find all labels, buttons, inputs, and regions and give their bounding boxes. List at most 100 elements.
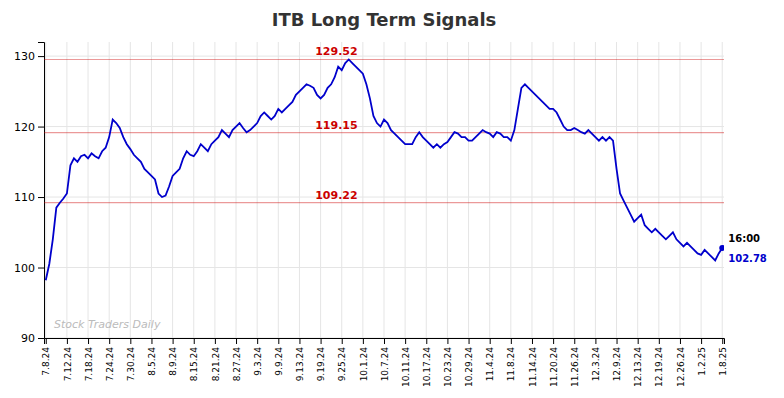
y-tick: 120 [14,121,44,134]
x-tick: 8.15.24 [189,338,199,381]
grid-line-x [722,42,723,338]
x-tick: 8.27.24 [232,338,242,381]
x-tick-mark [278,338,279,344]
x-tick-label: 7.8.24 [41,347,51,376]
x-tick-mark [46,338,47,344]
x-tick-mark [215,338,216,344]
x-tick-label: 9.19.24 [316,347,326,382]
x-tick: 12.13.24 [633,338,643,387]
x-tick-label: 1.8.25 [718,347,728,376]
x-tick-mark [511,338,512,344]
x-tick: 10.7.24 [380,338,390,381]
reference-label: 129.52 [315,45,357,58]
grid-line-x [172,42,173,338]
x-tick: 8.21.24 [211,338,221,381]
x-tick: 11.4.24 [485,338,495,381]
x-tick: 7.12.24 [63,338,73,381]
x-tick-mark [384,338,385,344]
y-tick-mark [38,56,44,57]
x-tick-mark [299,338,300,344]
x-tick: 10.17.24 [422,338,432,387]
x-tick-label: 10.23.24 [443,347,453,387]
x-tick-label: 11.4.24 [485,347,495,382]
grid-line-x [701,42,702,338]
x-tick-label: 12.13.24 [633,347,643,387]
x-tick-label: 11.8.24 [506,347,516,382]
x-tick: 9.13.24 [295,338,305,381]
x-tick-label: 8.21.24 [211,347,221,382]
y-tick-mark [38,197,44,198]
x-tick: 11.26.24 [570,338,580,387]
x-tick-mark [363,338,364,344]
x-tick: 7.8.24 [41,338,51,376]
x-tick: 12.9.24 [612,338,622,381]
x-tick-label: 12.3.24 [591,347,601,382]
annotation: 16:00 [728,233,760,244]
x-tick-mark [321,338,322,344]
y-axis-line [38,43,45,339]
y-tick-label: 110 [14,191,35,204]
x-axis-line [45,339,725,345]
x-tick-mark [151,338,152,344]
grid-line-x [553,42,554,338]
x-tick-label: 11.26.24 [570,347,580,387]
x-tick: 7.30.24 [126,338,136,381]
reference-label: 109.22 [315,189,357,202]
grid-line-x [468,42,469,338]
grid-line-x [679,42,680,338]
grid-line-x [405,42,406,338]
x-tick: 7.18.24 [84,338,94,381]
x-tick-mark [701,338,702,344]
x-tick-mark [426,338,427,344]
reference-line [44,59,724,60]
x-tick-label: 11.20.24 [549,347,559,387]
y-tick-mark [38,338,44,339]
y-tick: 100 [14,262,44,275]
x-tick-mark [722,338,723,344]
x-tick-mark [67,338,68,344]
x-tick-label: 11.14.24 [528,347,538,387]
x-tick-label: 10.17.24 [422,347,432,387]
x-tick: 12.3.24 [591,338,601,381]
x-tick-mark [574,338,575,344]
x-tick-label: 8.15.24 [189,347,199,382]
x-axis: 7.8.247.12.247.18.247.24.247.30.248.5.24… [41,338,727,387]
x-tick: 11.20.24 [549,338,559,387]
x-tick-mark [257,338,258,344]
x-tick-label: 8.27.24 [232,347,242,382]
annotation: 102.78 [728,253,767,264]
x-tick: 8.9.24 [168,338,178,376]
x-tick-label: 10.7.24 [380,347,390,382]
grid-line-x [257,42,258,338]
y-tick-mark [38,268,44,269]
x-tick: 1.8.25 [718,338,728,376]
grid-line-x [531,42,532,338]
watermark: Stock Traders Daily [54,318,161,331]
labels: 129.52 119.15 109.22 16:00 102.78 Stock Trade… [54,45,767,331]
x-tick-mark [88,338,89,344]
x-tick-mark [405,338,406,344]
x-tick-label: 7.30.24 [126,347,136,382]
grid-line-x [384,42,385,338]
x-tick: 10.29.24 [464,338,474,387]
price-line [46,59,722,280]
x-tick: 9.25.24 [337,338,347,381]
grid-line-x [595,42,596,338]
grid-line-x [362,42,363,338]
x-tick: 9.9.24 [274,338,284,376]
x-tick-mark [173,338,174,344]
x-tick-mark [617,338,618,344]
x-tick-mark [638,338,639,344]
grid-line-x [426,42,427,338]
reference-label: 119.15 [315,119,357,132]
grid-line-x [299,42,300,338]
grid-line-x [130,42,131,338]
chart: 901001101201307.8.247.12.247.18.247.24.2… [0,0,784,398]
x-tick-mark [130,338,131,344]
x-tick-label: 7.18.24 [84,347,94,382]
grid-line-x [574,42,575,338]
grid-line-x [151,42,152,338]
x-tick-mark [595,338,596,344]
last-point [719,245,724,251]
grid-line-x [214,42,215,338]
